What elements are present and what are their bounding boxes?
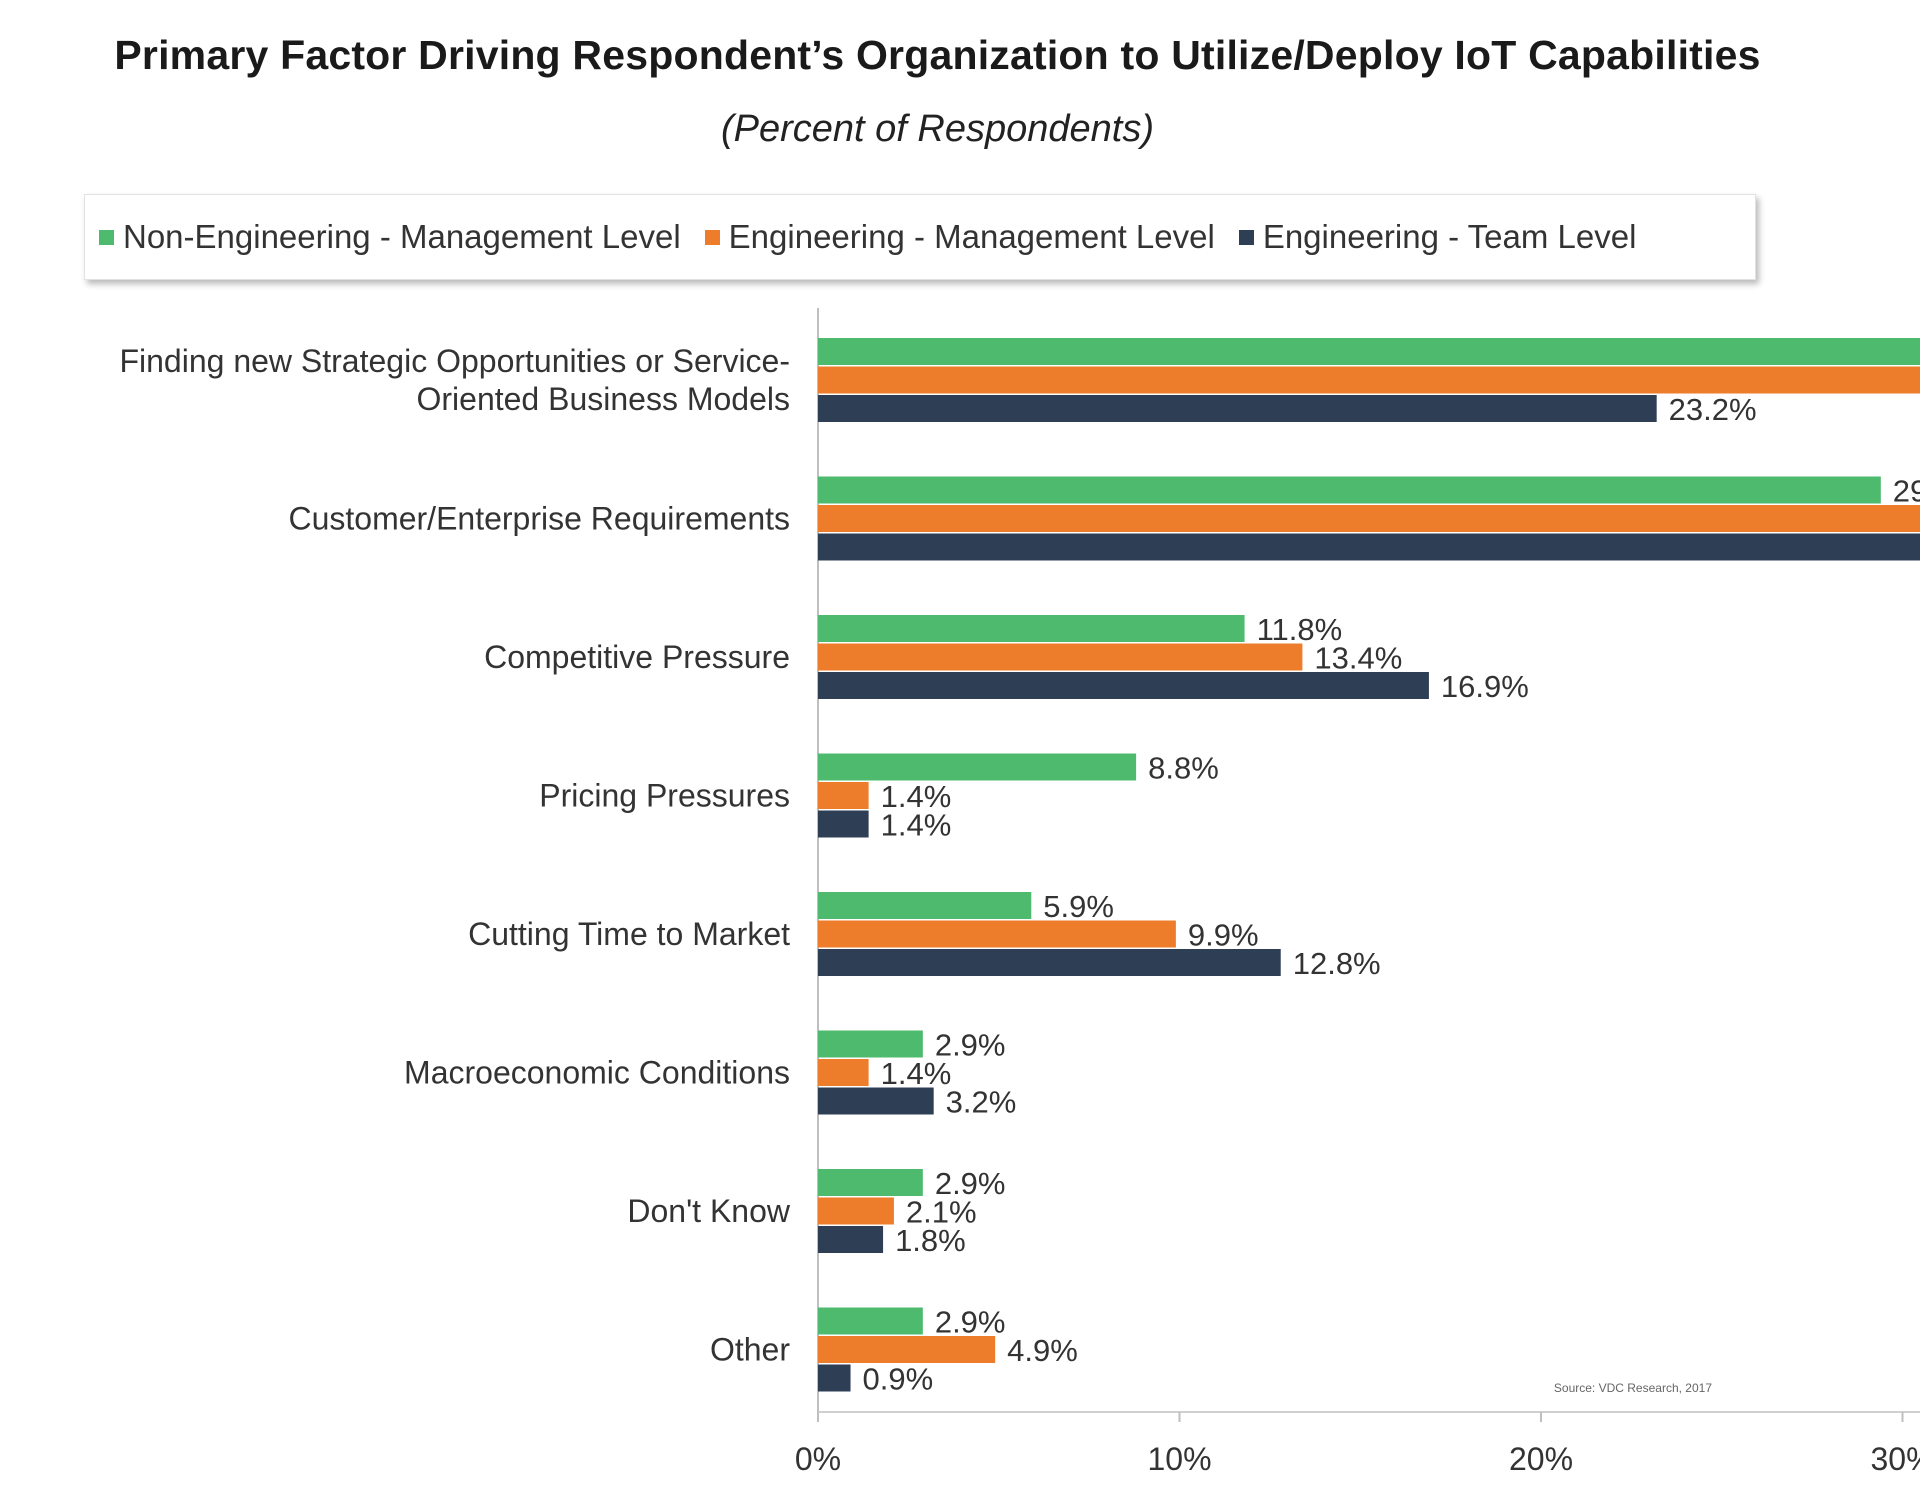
chart-title: Primary Factor Driving Respondent’s Orga… (114, 32, 1761, 78)
data-label-engineering-team-level-pricing-pressures: 1.4% (881, 808, 952, 843)
bar-engineering-team-level-finding-new-strategic-opportunities-or-service-oriented-business-models (818, 395, 1657, 422)
bar-engineering-management-level-don-t-know (818, 1197, 894, 1225)
bar-engineering-team-level-competitive-pressure (818, 672, 1429, 699)
x-tick-label: 20% (1509, 1441, 1573, 1477)
legend-swatch-engineering-management (704, 229, 720, 245)
category-label-finding-new-strategic-opportunities-or-service-oriented-business-models: Oriented Business Models (416, 381, 790, 417)
data-label-non-engineering-management-level-don-t-know: 2.9% (935, 1166, 1006, 1201)
bar-engineering-management-level-pricing-pressures (818, 782, 869, 809)
category-label-customer-enterprise-requirements: Customer/Enterprise Requirements (288, 501, 790, 537)
data-label-engineering-management-level-macroeconomic-conditions: 1.4% (881, 1056, 952, 1091)
data-label-non-engineering-management-level-cutting-time-to-market: 5.9% (1043, 889, 1114, 924)
legend-label-engineering-management: Engineering - Management Level (728, 218, 1215, 255)
data-label-engineering-team-level-finding-new-strategic-opportunities-or-service-oriented-business-models: 23.2% (1669, 392, 1757, 427)
category-label-other: Other (710, 1332, 790, 1368)
data-label-engineering-management-level-don-t-know: 2.1% (906, 1195, 977, 1230)
x-tick-label: 30% (1870, 1441, 1920, 1477)
legend-swatch-engineering-team (1238, 229, 1254, 245)
legend-label-non-engineering-management: Non-Engineering - Management Level (123, 218, 681, 255)
bar-non-engineering-management-level-cutting-time-to-market (818, 892, 1032, 919)
bar-non-engineering-management-level-finding-new-strategic-opportunities-or-service-oriented-business-models (818, 338, 1920, 365)
x-tick-label: 10% (1147, 1441, 1211, 1477)
bar-engineering-team-level-customer-enterprise-requirements (818, 533, 1920, 561)
legend-item-engineering-team: Engineering - Team Level (1238, 218, 1637, 256)
bar-non-engineering-management-level-macroeconomic-conditions (818, 1030, 923, 1058)
source-note: Source: VDC Research, 2017 (1554, 1381, 1712, 1395)
data-label-non-engineering-management-level-other: 2.9% (935, 1305, 1006, 1340)
bar-engineering-management-level-cutting-time-to-market (818, 920, 1176, 948)
bar-engineering-management-level-customer-enterprise-requirements (818, 505, 1920, 532)
category-label-macroeconomic-conditions: Macroeconomic Conditions (404, 1055, 790, 1091)
bar-non-engineering-management-level-customer-enterprise-requirements (818, 476, 1881, 504)
data-label-non-engineering-management-level-competitive-pressure: 11.8% (1257, 612, 1343, 647)
bar-engineering-team-level-other (818, 1364, 851, 1392)
data-label-engineering-team-level-macroeconomic-conditions: 3.2% (946, 1085, 1017, 1120)
bar-non-engineering-management-level-pricing-pressures (818, 753, 1137, 781)
bar-engineering-team-level-pricing-pressures (818, 810, 869, 838)
data-label-engineering-management-level-cutting-time-to-market: 9.9% (1188, 918, 1259, 953)
category-label-don-t-know: Don't Know (627, 1193, 791, 1229)
legend: Non-Engineering - Management Level Engin… (84, 194, 1756, 280)
bar-engineering-team-level-macroeconomic-conditions (818, 1087, 934, 1115)
data-label-non-engineering-management-level-customer-enterprise-requirements: 29.4% (1893, 474, 1920, 509)
data-label-engineering-team-level-competitive-pressure: 16.9% (1441, 669, 1529, 704)
data-label-non-engineering-management-level-macroeconomic-conditions: 2.9% (935, 1028, 1006, 1063)
bar-engineering-management-level-finding-new-strategic-opportunities-or-service-oriented-business-models (818, 366, 1920, 394)
legend-swatch-non-engineering-management (99, 229, 114, 245)
chart-subtitle: (Percent of Respondents) (720, 108, 1154, 150)
data-label-non-engineering-management-level-pricing-pressures: 8.8% (1148, 751, 1219, 786)
data-label-engineering-management-level-pricing-pressures: 1.4% (881, 779, 952, 814)
bar-engineering-team-level-don-t-know (818, 1226, 884, 1253)
data-label-engineering-management-level-competitive-pressure: 13.4% (1314, 641, 1402, 676)
category-label-finding-new-strategic-opportunities-or-service-oriented-business-models: Finding new Strategic Opportunities or S… (119, 343, 790, 379)
bar-engineering-team-level-cutting-time-to-market (818, 949, 1281, 976)
bar-engineering-management-level-other (818, 1336, 996, 1363)
category-label-pricing-pressures: Pricing Pressures (539, 778, 790, 814)
bar-engineering-management-level-competitive-pressure (818, 643, 1303, 671)
legend-label-engineering-team: Engineering - Team Level (1262, 218, 1637, 255)
data-label-engineering-team-level-don-t-know: 1.8% (895, 1223, 966, 1258)
bar-non-engineering-management-level-competitive-pressure (818, 615, 1245, 642)
category-label-competitive-pressure: Competitive Pressure (484, 639, 790, 675)
legend-item-non-engineering-management: Non-Engineering - Management Level (99, 218, 681, 256)
bar-non-engineering-management-level-other (818, 1307, 923, 1335)
bar-non-engineering-management-level-don-t-know (818, 1169, 923, 1196)
data-label-engineering-team-level-cutting-time-to-market: 12.8% (1293, 946, 1381, 981)
bar-engineering-management-level-macroeconomic-conditions (818, 1059, 869, 1086)
data-label-engineering-management-level-other: 4.9% (1007, 1333, 1078, 1368)
category-label-cutting-time-to-market: Cutting Time to Market (468, 916, 790, 952)
x-tick-label: 0% (795, 1441, 841, 1477)
data-label-engineering-team-level-other: 0.9% (863, 1362, 934, 1397)
legend-item-engineering-management: Engineering - Management Level (704, 218, 1215, 256)
